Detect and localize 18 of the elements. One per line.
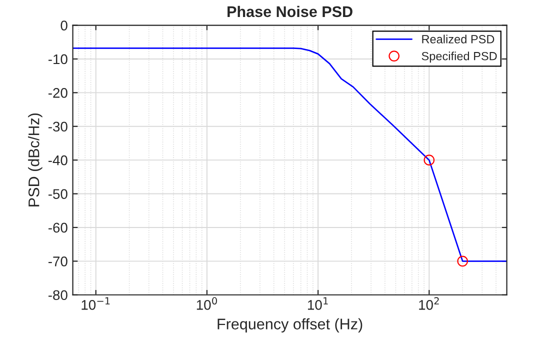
x-tick-label: 10$^{−1}$ xyxy=(82,297,110,310)
y-tick-label: -40 xyxy=(48,155,68,166)
y-tick-label: -20 xyxy=(48,88,68,98)
chart-title: Phase Noise PSD xyxy=(228,6,352,18)
legend-label: Realized PSD xyxy=(422,34,494,44)
y-axis-title: PSD (dBc/Hz) xyxy=(28,113,42,206)
x-tick-label: 10$^{0}$ xyxy=(196,297,217,310)
y-tick-label: -30 xyxy=(48,122,68,132)
y-tick-label: -60 xyxy=(48,222,68,233)
y-tick-label: 0 xyxy=(60,20,68,30)
x-tick-label: 10$^{2}$ xyxy=(419,297,439,310)
y-tick-label: -50 xyxy=(48,189,68,199)
y-tick-label: -80 xyxy=(48,290,68,300)
y-tick-label: -70 xyxy=(48,256,68,266)
legend-label: Specified PSD xyxy=(422,52,497,63)
x-axis-title: Frequency offset (Hz) xyxy=(218,318,362,332)
x-tick-label: 10$^{1}$ xyxy=(308,297,328,310)
y-tick-label: -10 xyxy=(48,54,68,64)
